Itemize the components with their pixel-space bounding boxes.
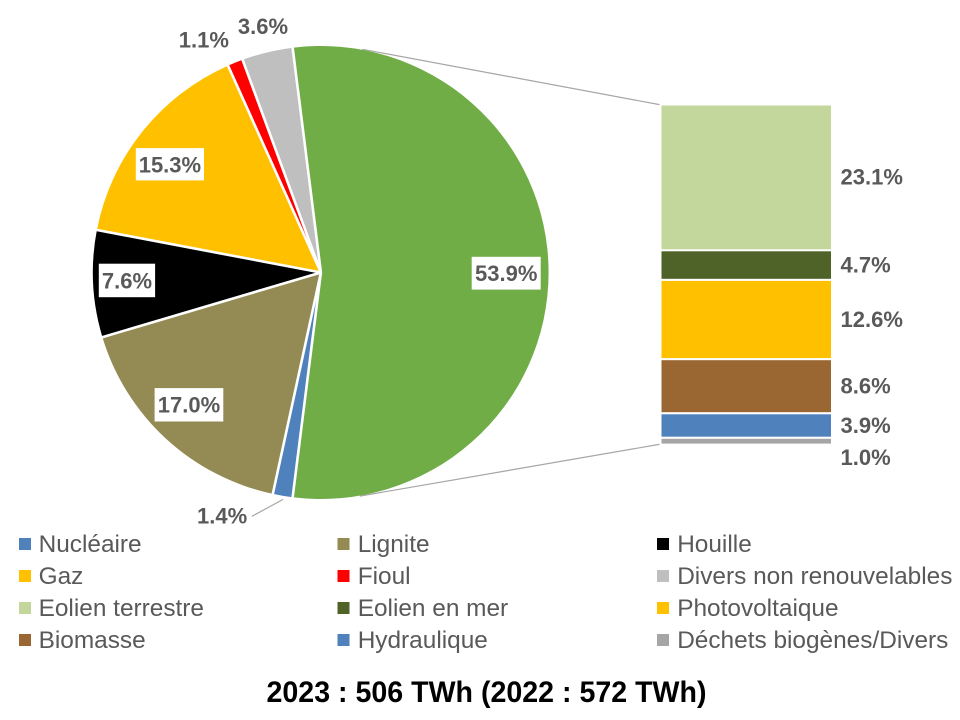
svg-text:Divers non renouvelables: Divers non renouvelables xyxy=(677,563,952,590)
svg-text:Biomasse: Biomasse xyxy=(39,627,146,654)
svg-text:53.9%: 53.9% xyxy=(475,261,537,286)
svg-text:Déchets biogènes/Divers: Déchets biogènes/Divers xyxy=(677,627,948,654)
svg-text:12.6%: 12.6% xyxy=(841,307,903,332)
svg-text:Houille: Houille xyxy=(677,531,752,558)
svg-text:1.0%: 1.0% xyxy=(841,445,891,470)
svg-text:7.6%: 7.6% xyxy=(102,269,152,294)
svg-text:Fioul: Fioul xyxy=(358,563,411,590)
svg-text:4.7%: 4.7% xyxy=(841,252,891,277)
svg-text:Nucléaire: Nucléaire xyxy=(39,531,142,558)
svg-text:Gaz: Gaz xyxy=(39,563,84,590)
svg-text:Lignite: Lignite xyxy=(358,531,430,558)
svg-text:Eolien en mer: Eolien en mer xyxy=(358,595,509,622)
svg-text:3.6%: 3.6% xyxy=(238,14,288,39)
svg-text:8.6%: 8.6% xyxy=(841,374,891,399)
svg-text:23.1%: 23.1% xyxy=(841,165,903,190)
svg-text:1.1%: 1.1% xyxy=(179,28,229,53)
svg-text:2023 : 506 TWh (2022 : 572 TWh: 2023 : 506 TWh (2022 : 572 TWh) xyxy=(267,676,707,709)
svg-text:3.9%: 3.9% xyxy=(841,413,891,438)
svg-text:Hydraulique: Hydraulique xyxy=(358,627,488,654)
svg-text:Eolien terrestre: Eolien terrestre xyxy=(39,595,204,622)
svg-text:15.3%: 15.3% xyxy=(139,152,201,177)
svg-text:17.0%: 17.0% xyxy=(158,393,220,418)
svg-text:Photovoltaique: Photovoltaique xyxy=(677,595,838,622)
svg-text:1.4%: 1.4% xyxy=(197,503,247,528)
